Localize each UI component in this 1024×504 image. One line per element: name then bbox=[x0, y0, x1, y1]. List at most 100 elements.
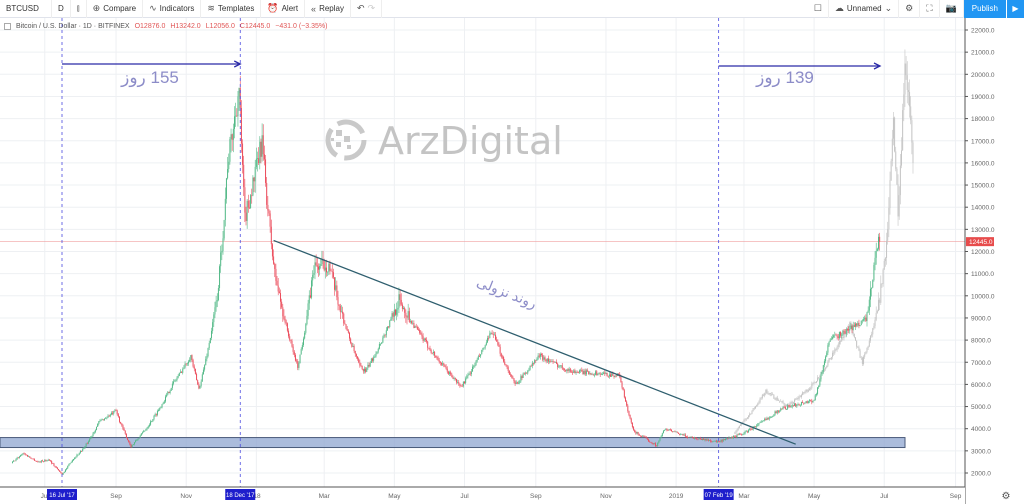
candle bbox=[148, 424, 150, 427]
candle bbox=[531, 362, 533, 367]
gear-icon[interactable]: ⚙ bbox=[1002, 491, 1011, 502]
candle bbox=[420, 332, 422, 335]
candle bbox=[209, 338, 211, 344]
price-axis[interactable] bbox=[965, 18, 1024, 487]
y-tick-label: 21000.0 bbox=[971, 50, 995, 57]
candle bbox=[620, 376, 622, 383]
snapshot-button[interactable]: 📷 bbox=[940, 0, 964, 18]
watermark-text: ArzDigital bbox=[378, 119, 563, 163]
candle bbox=[560, 365, 562, 366]
downtrend-line[interactable] bbox=[273, 239, 796, 445]
indicators-button[interactable]: ∿ Indicators bbox=[143, 0, 202, 18]
candle bbox=[252, 177, 254, 196]
alert-button[interactable]: ⏰ Alert bbox=[261, 0, 306, 18]
candle bbox=[832, 337, 833, 339]
candle bbox=[35, 460, 37, 462]
candle bbox=[734, 435, 736, 437]
candle bbox=[746, 431, 748, 433]
ghost-candle bbox=[807, 389, 809, 392]
candle bbox=[200, 381, 202, 386]
candle bbox=[265, 159, 267, 183]
candle bbox=[598, 373, 600, 374]
candle bbox=[198, 384, 200, 389]
play-button[interactable]: ▶ bbox=[1006, 0, 1024, 18]
fullscreen-button[interactable]: ⛶ bbox=[920, 0, 940, 18]
candle bbox=[694, 437, 695, 439]
ghost-candle bbox=[898, 195, 900, 217]
ghost-candle bbox=[912, 142, 914, 163]
candle bbox=[557, 363, 559, 368]
candle bbox=[124, 430, 126, 434]
candle bbox=[484, 345, 486, 348]
interval-button[interactable]: D bbox=[52, 0, 71, 18]
candle bbox=[680, 434, 682, 435]
collapse-icon[interactable] bbox=[4, 23, 11, 30]
days-label-139[interactable]: 139 روز bbox=[755, 68, 814, 88]
candle bbox=[744, 431, 746, 434]
candle bbox=[803, 402, 805, 404]
candle bbox=[15, 459, 17, 461]
x-tick-label: Nov bbox=[180, 493, 192, 500]
candle bbox=[97, 423, 99, 427]
candle bbox=[36, 460, 38, 462]
candle bbox=[119, 416, 120, 422]
ghost-candle bbox=[783, 403, 785, 406]
candle bbox=[132, 444, 134, 445]
symbol-search[interactable]: BTCUSD bbox=[0, 0, 52, 18]
candle bbox=[307, 303, 309, 316]
candle bbox=[121, 423, 123, 426]
candle bbox=[527, 370, 529, 374]
candle bbox=[102, 419, 104, 421]
templates-button[interactable]: ≋ Templates bbox=[201, 0, 262, 18]
candle bbox=[194, 368, 196, 374]
chart-type-button[interactable]: ⫾ bbox=[71, 0, 87, 18]
candle bbox=[606, 372, 608, 376]
candle bbox=[863, 319, 865, 321]
templates-icon: ≋ bbox=[207, 3, 215, 13]
publish-button[interactable]: Publish bbox=[963, 0, 1006, 18]
candle bbox=[53, 463, 55, 466]
ghost-candle bbox=[823, 369, 825, 371]
candle bbox=[115, 410, 117, 412]
time-axis[interactable] bbox=[0, 487, 965, 504]
candle bbox=[597, 373, 599, 376]
support-zone-rect[interactable] bbox=[0, 437, 906, 449]
candle bbox=[225, 178, 227, 199]
legend-title[interactable]: Bitcoin / U.S. Dollar · 1D · BITFINEX bbox=[16, 23, 130, 30]
candle bbox=[506, 365, 508, 368]
candle bbox=[630, 418, 632, 423]
candle bbox=[246, 200, 248, 221]
layout-name-button[interactable]: ☁ Unnamed ⌄ bbox=[829, 0, 900, 18]
candle bbox=[784, 407, 786, 409]
undo-button[interactable]: ↶ ↷ bbox=[351, 0, 383, 18]
ghost-candle bbox=[813, 382, 815, 384]
candle bbox=[721, 440, 723, 442]
candle bbox=[170, 387, 172, 391]
days-label-155[interactable]: 155 روز bbox=[120, 68, 179, 88]
candle bbox=[861, 320, 863, 322]
candle bbox=[584, 370, 586, 375]
candle bbox=[516, 382, 518, 384]
candle bbox=[473, 366, 475, 368]
candle bbox=[481, 350, 483, 355]
redo-icon[interactable]: ↷ bbox=[367, 3, 376, 13]
candle bbox=[834, 334, 836, 336]
ghost-candle bbox=[734, 433, 736, 434]
candle bbox=[46, 460, 48, 462]
candle bbox=[237, 96, 239, 117]
candle bbox=[763, 420, 764, 422]
settings-button[interactable]: ⚙ bbox=[899, 0, 921, 18]
downtrend-label[interactable]: روند نزولی bbox=[474, 273, 539, 312]
compare-button[interactable]: ⊕ Compare bbox=[87, 0, 144, 18]
candle bbox=[216, 300, 218, 302]
candle bbox=[145, 428, 147, 431]
candle bbox=[707, 439, 709, 441]
layout-toggle[interactable]: ☐ bbox=[808, 0, 829, 18]
candle bbox=[331, 271, 333, 273]
replay-button[interactable]: «Replay bbox=[305, 0, 351, 18]
ghost-candle bbox=[897, 184, 899, 217]
candle bbox=[211, 330, 212, 339]
candle bbox=[221, 250, 223, 253]
candle bbox=[787, 405, 789, 409]
